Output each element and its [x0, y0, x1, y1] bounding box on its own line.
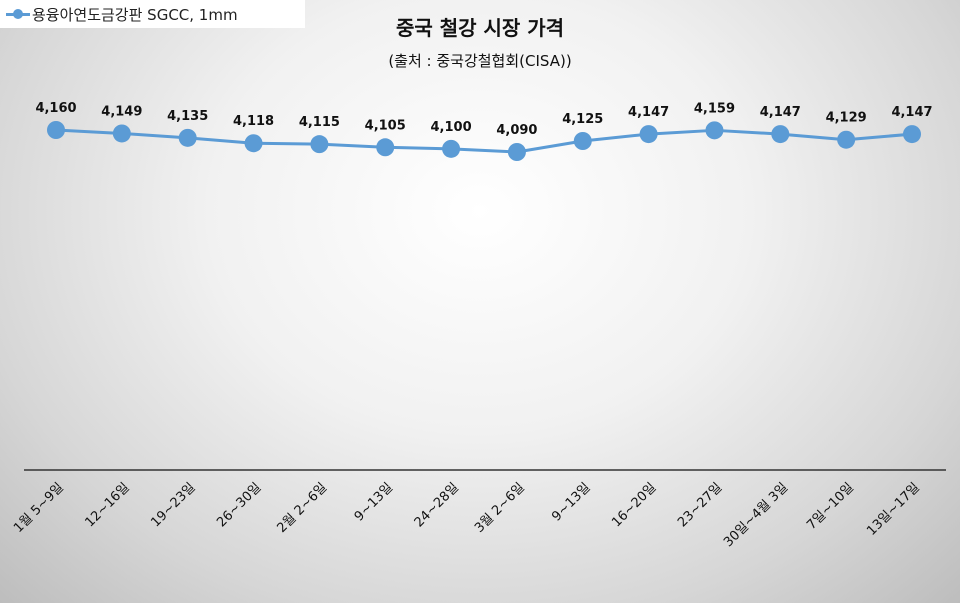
data-point	[639, 125, 658, 144]
x-tick-label: 26~30일	[214, 480, 264, 530]
x-tick-label: 12~16일	[83, 480, 133, 530]
data-label: 4,159	[694, 101, 735, 116]
data-point	[507, 143, 526, 161]
data-point	[310, 135, 329, 154]
data-label: 4,118	[233, 114, 274, 129]
x-tick-label: 24~28일	[412, 480, 462, 530]
series-line	[55, 128, 913, 154]
data-label: 4,129	[826, 111, 867, 126]
data-point	[442, 139, 461, 158]
data-label: 4,147	[628, 105, 669, 120]
data-label: 4,149	[101, 104, 142, 119]
x-tick-label: 9~13일	[352, 480, 396, 524]
data-point	[178, 128, 197, 147]
x-tick-label: 23~27일	[675, 480, 725, 530]
x-tick-label: 7일~10일	[804, 480, 857, 533]
x-tick-label: 30일~4월 3일	[721, 480, 791, 550]
data-label: 4,100	[431, 120, 472, 135]
data-point	[47, 121, 65, 139]
data-label: 4,115	[299, 115, 340, 130]
legend-marker-icon	[6, 0, 36, 28]
data-label: 4,090	[496, 123, 537, 138]
x-tick-label: 1월 5~9일	[11, 480, 67, 536]
data-label: 4,147	[891, 105, 932, 120]
data-point	[903, 125, 921, 144]
x-tick-label: 3월 2~6일	[472, 480, 528, 536]
chart-subtitle: (출처 : 중국강철협회(CISA))	[388, 52, 572, 70]
data-point	[244, 134, 263, 153]
data-point	[573, 132, 592, 150]
legend-label: 용융아연도금강판 SGCC, 1mm	[32, 5, 238, 24]
x-tick-label: 16~20일	[609, 480, 659, 530]
data-label: 4,125	[562, 112, 603, 127]
chart-title: 중국 철강 시장 가격	[395, 16, 565, 40]
data-label: 4,105	[365, 118, 406, 133]
x-tick-label: 19~23일	[148, 480, 198, 530]
data-label: 4,135	[167, 109, 208, 124]
data-label: 4,147	[760, 105, 801, 120]
x-tick-label: 9~13일	[549, 480, 593, 524]
data-point	[837, 130, 856, 149]
x-tick-label: 2월 2~6일	[275, 480, 331, 536]
data-point	[771, 125, 790, 144]
data-point	[376, 138, 395, 157]
data-label: 4,160	[35, 101, 76, 116]
data-point	[112, 124, 131, 143]
legend: 용융아연도금강판 SGCC, 1mm	[0, 0, 305, 28]
x-tick-label: 13일~17일	[864, 480, 923, 539]
data-point	[705, 121, 724, 140]
